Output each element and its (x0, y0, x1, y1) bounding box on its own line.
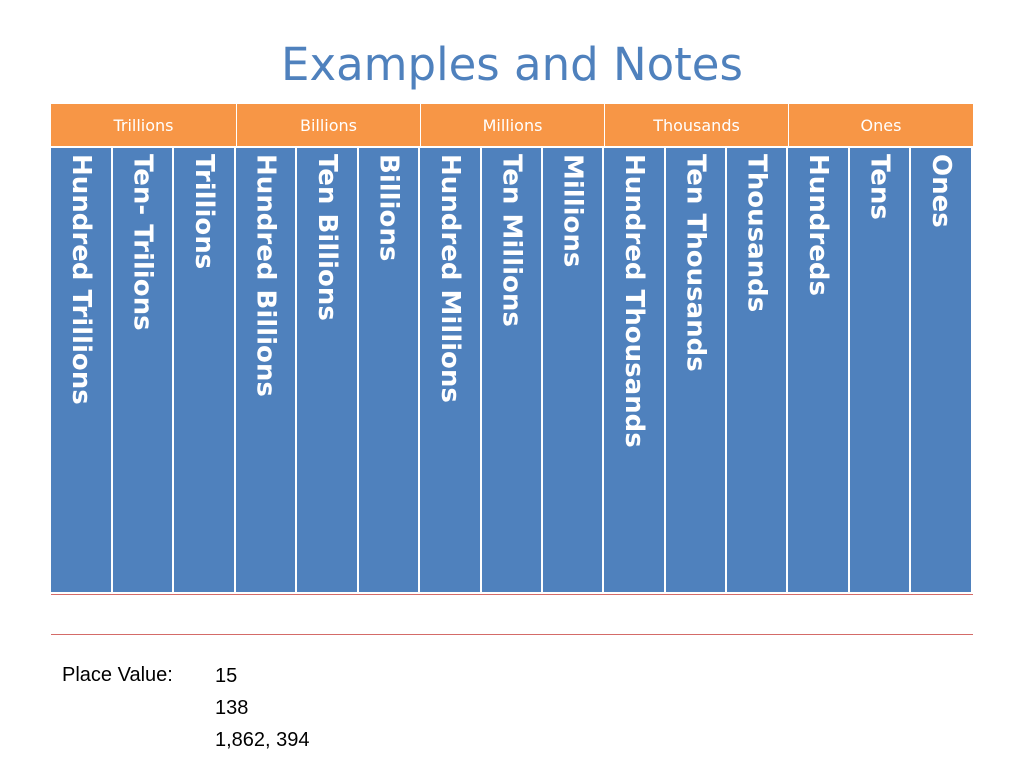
place-column: Hundred Thousands (604, 148, 666, 592)
place-column: Hundred Millions (420, 148, 482, 592)
place-column-label: Hundred Thousands (619, 154, 649, 448)
group-header-row: Trillions Billions Millions Thousands On… (51, 104, 973, 146)
example-number: 15 (215, 665, 238, 687)
group-header-millions: Millions (420, 104, 604, 146)
place-column: Trillions (174, 148, 236, 592)
place-column-label: Tens (864, 154, 895, 220)
example-number: 138 (215, 697, 249, 719)
place-column: Billions (359, 148, 420, 592)
place-column-label: Ten Millions (496, 154, 527, 327)
place-column-label: Hundred Millions (435, 154, 465, 403)
divider-line (51, 634, 973, 635)
examples-list: 15 138 1,862, 394 (215, 664, 310, 760)
place-column-label: Ten- Trilions (127, 154, 158, 331)
notes-label: Place Value: (62, 664, 173, 686)
place-columns-row: Hundred Trillions Ten- Trilions Trillion… (51, 148, 973, 592)
group-header-billions: Billions (236, 104, 420, 146)
place-column-label: Ten Billions (312, 154, 342, 321)
place-column-label: Billions (373, 154, 404, 262)
place-column: Hundred Billions (236, 148, 297, 592)
place-column-label: Trillions (189, 154, 219, 270)
place-column-label: Hundreds (803, 154, 833, 296)
group-header-thousands: Thousands (604, 104, 788, 146)
place-column: Ten- Trilions (113, 148, 174, 592)
place-column-label: Ones (926, 154, 956, 228)
group-header-ones: Ones (788, 104, 973, 146)
slide-title: Examples and Notes (281, 38, 743, 91)
place-column: Ten Thousands (666, 148, 727, 592)
place-column-label: Ten Thousands (680, 154, 711, 372)
place-column-label: Hundred Billions (250, 154, 281, 397)
place-column: Ten Billions (297, 148, 359, 592)
place-column: Ten Millions (482, 148, 543, 592)
example-number: 1,862, 394 (215, 729, 310, 751)
place-column: Ones (911, 148, 973, 592)
place-column-label: Hundred Trillions (66, 154, 96, 405)
group-header-trillions: Trillions (113, 116, 174, 135)
place-column: Hundreds (788, 148, 850, 592)
place-column: Thousands (727, 148, 788, 592)
place-column: Hundred Trillions (51, 148, 113, 592)
place-column: Tens (850, 148, 911, 592)
place-column-label: Millions (557, 154, 588, 268)
place-value-table: Trillions Billions Millions Thousands On… (51, 104, 973, 595)
place-column: Millions (543, 148, 604, 592)
place-column-label: Thousands (741, 154, 772, 313)
